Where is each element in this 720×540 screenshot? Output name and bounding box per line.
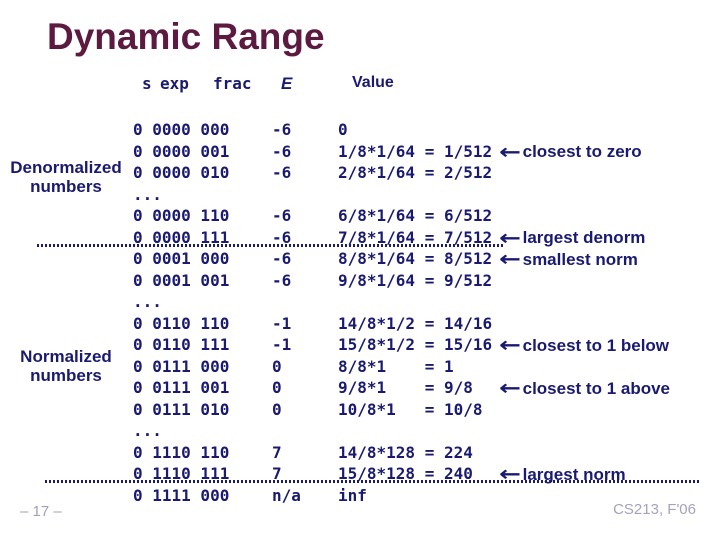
left-arrow-icon: ← xyxy=(499,247,522,272)
annotation-text: largest denorm xyxy=(522,228,646,248)
dotted-divider-denorm-norm xyxy=(37,244,503,247)
numeric-value: 8/8*1 = 1 xyxy=(338,356,454,376)
table-row: ... xyxy=(133,292,720,314)
table-row: 0 0000 010 -6 2/8*1/64 = 2/512 xyxy=(133,163,720,185)
annotation-text: closest to zero xyxy=(522,142,642,162)
table-row: 0 0110 111 -1 15/8*1/2 = 15/16 ← closest to … xyxy=(133,335,720,357)
numeric-value: 14/8*128 = 224 xyxy=(338,442,473,462)
dotted-divider-norm-special xyxy=(45,480,700,483)
ellipsis: ... xyxy=(133,184,162,204)
numeric-value: 8/8*1/64 = 8/512 xyxy=(338,249,493,268)
left-arrow-icon: ← xyxy=(499,376,522,401)
table-row: 0 0001 001 -6 9/8*1/64 = 9/512 xyxy=(133,271,720,293)
exponent-value: -1 xyxy=(272,313,292,333)
exponent-value: -6 xyxy=(272,227,292,247)
bit-pattern: 0 0000 110 xyxy=(133,206,230,225)
left-arrow-icon: ← xyxy=(499,139,522,164)
numeric-value: 1/8*1/64 = 1/512 xyxy=(338,141,493,161)
table-row: 0 0000 110 -6 6/8*1/64 = 6/512 xyxy=(133,206,720,228)
annotation-text: closest to 1 below xyxy=(522,335,670,355)
bit-pattern: 0 0111 000 xyxy=(133,356,230,376)
bit-pattern: 0 0000 010 xyxy=(133,163,230,182)
numeric-value: 15/8*128 = 240 xyxy=(338,464,473,483)
group-label-normalized: Normalized numbers xyxy=(20,347,112,385)
annotation-text: smallest norm xyxy=(522,249,638,269)
annotation: ← closest to 1 below xyxy=(499,335,669,357)
column-header-s: s xyxy=(142,74,152,93)
bit-pattern: 0 0000 000 xyxy=(133,120,230,139)
annotation: ← largest norm xyxy=(499,464,626,486)
exponent-value: -6 xyxy=(272,249,292,268)
numeric-value: 15/8*1/2 = 15/16 xyxy=(338,335,493,354)
table-row: 0 0000 111 -6 7/8*1/64 = 7/512 ← largest den… xyxy=(133,225,720,250)
numeric-value: 14/8*1/2 = 14/16 xyxy=(338,313,493,333)
column-header-E: E xyxy=(281,74,293,93)
table-row: 0 1110 110 7 14/8*128 = 224 xyxy=(133,443,720,465)
annotation-text: largest norm xyxy=(522,464,626,484)
table-row: 0 0111 001 0 9/8*1 = 9/8 ← closest to 1 abov… xyxy=(133,378,720,400)
course-label: CS213, F'06 xyxy=(613,501,696,518)
table-row: 0 0000 000 -6 0 xyxy=(133,120,720,142)
exponent-value: 7 xyxy=(272,464,282,483)
ellipsis: ... xyxy=(133,421,162,440)
table-row: 0 0111 010 0 10/8*1 = 10/8 xyxy=(133,400,720,422)
bit-pattern: 0 0001 001 xyxy=(133,270,230,290)
bit-pattern: 0 0110 111 xyxy=(133,335,230,354)
exponent-value: n/a xyxy=(272,485,301,505)
table-row: 0 1111 000 n/a inf xyxy=(133,486,720,508)
ellipsis: ... xyxy=(133,292,162,311)
numeric-value: 9/8*1/64 = 9/512 xyxy=(338,270,493,290)
exponent-value: -6 xyxy=(272,120,292,139)
table-row: 0 0111 000 0 8/8*1 = 1 xyxy=(133,357,720,379)
exponent-value: -6 xyxy=(272,163,292,182)
numeric-value: 10/8*1 = 10/8 xyxy=(338,399,483,419)
table-row: 0 1110 111 7 15/8*128 = 240 ← largest norm xyxy=(133,464,720,486)
exponent-value: -1 xyxy=(272,335,292,354)
exponent-value: 7 xyxy=(272,442,282,462)
bit-pattern: 0 1110 111 xyxy=(133,464,230,483)
column-header-frac: frac xyxy=(213,74,252,93)
group-label-denormalized: Denormalized numbers xyxy=(10,158,122,196)
numeric-value: 7/8*1/64 = 7/512 xyxy=(338,227,493,247)
bit-pattern: 0 1111 000 xyxy=(133,485,230,505)
exponent-value: -6 xyxy=(272,206,292,225)
exponent-value: -6 xyxy=(272,270,292,290)
table-rows: 0 0000 000 -6 0 0 0000 001 -6 1/8*1/64 = 1/51… xyxy=(37,120,720,508)
bit-pattern: 0 0001 000 xyxy=(133,249,230,268)
numeric-value: 2/8*1/64 = 2/512 xyxy=(338,163,493,182)
left-arrow-icon: ← xyxy=(499,462,522,487)
numeric-value: inf xyxy=(338,485,367,505)
annotation: ← largest denorm xyxy=(499,225,646,250)
exponent-value: 0 xyxy=(272,378,282,397)
bit-pattern: 0 0000 111 xyxy=(133,227,230,247)
numeric-value: 0 xyxy=(338,120,348,139)
numeric-value: 6/8*1/64 = 6/512 xyxy=(338,206,493,225)
column-header-exp: exp xyxy=(160,74,189,93)
annotation-text: closest to 1 above xyxy=(522,378,670,398)
column-header-value: Value xyxy=(352,74,394,91)
numeric-value: 9/8*1 = 9/8 xyxy=(338,378,473,397)
table-row: ... xyxy=(133,421,720,443)
table-row: ... xyxy=(133,185,720,207)
bit-pattern: 0 0110 110 xyxy=(133,313,230,333)
bit-pattern: 0 0111 001 xyxy=(133,378,230,397)
exponent-value: 0 xyxy=(272,356,282,376)
table-row: 0 0001 000 -6 8/8*1/64 = 8/512 ← smallest no… xyxy=(133,249,720,271)
bit-pattern: 0 0000 001 xyxy=(133,141,230,161)
left-arrow-icon: ← xyxy=(499,225,522,250)
exponent-value: -6 xyxy=(272,141,292,161)
table-row: 0 0000 001 -6 1/8*1/64 = 1/512 ← closest to … xyxy=(133,139,720,164)
annotation: ← smallest norm xyxy=(499,249,638,271)
left-arrow-icon: ← xyxy=(499,333,522,358)
bit-pattern: 0 1110 110 xyxy=(133,442,230,462)
page-number: – 17 – xyxy=(20,503,62,520)
exponent-value: 0 xyxy=(272,399,282,419)
annotation: ← closest to 1 above xyxy=(499,378,670,400)
table-header: s exp frac E Value xyxy=(133,74,533,96)
slide-title: Dynamic Range xyxy=(47,16,325,57)
table-row: 0 0110 110 -1 14/8*1/2 = 14/16 xyxy=(133,314,720,336)
bit-pattern: 0 0111 010 xyxy=(133,399,230,419)
annotation: ← closest to zero xyxy=(499,139,642,164)
